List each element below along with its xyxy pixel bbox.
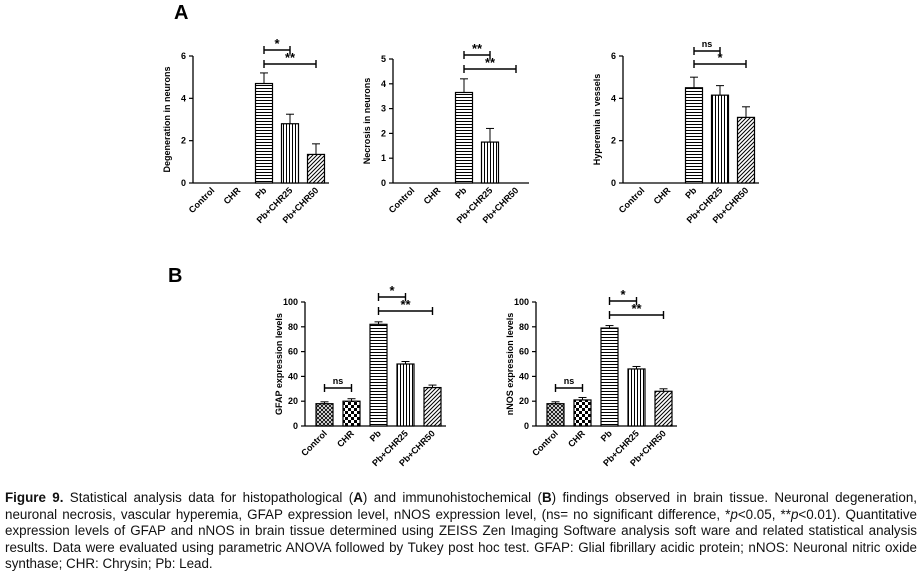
significance-label: ns xyxy=(333,376,344,386)
bar xyxy=(306,153,326,184)
bar xyxy=(710,94,730,184)
y-tick-label: 0 xyxy=(293,421,298,431)
significance-label: ns xyxy=(564,376,575,386)
x-tick-label: Control xyxy=(617,185,647,215)
y-tick-label: 0 xyxy=(381,178,386,188)
x-tick-label: Control xyxy=(387,185,417,215)
x-tick-label: CHR xyxy=(335,428,356,449)
caption-p-2: p xyxy=(790,506,799,522)
bar xyxy=(573,399,592,427)
y-tick-label: 80 xyxy=(288,322,298,332)
y-tick-label: 1 xyxy=(381,153,386,163)
y-tick-label: 3 xyxy=(381,104,386,114)
y-tick-label: 40 xyxy=(288,371,298,381)
caption-p-1: p xyxy=(730,506,738,522)
significance-label: ns xyxy=(702,39,713,49)
y-tick-label: 100 xyxy=(283,297,298,307)
caption-panel-b: B xyxy=(541,490,552,505)
x-tick-label: Pb xyxy=(683,185,699,201)
y-tick-label: 2 xyxy=(181,136,186,146)
y-tick-label: 2 xyxy=(381,128,386,138)
caption-text-2: ) and immunohistochemical ( xyxy=(362,490,542,505)
bar xyxy=(396,363,415,427)
y-tick-label: 0 xyxy=(611,178,616,188)
x-tick-label: Pb xyxy=(368,428,384,444)
x-tick-label: Pb xyxy=(599,428,615,444)
caption-text-5: <0.01). Quantitative expression levels o… xyxy=(5,506,917,572)
y-tick-label: 5 xyxy=(381,54,386,64)
significance-label: ** xyxy=(485,55,496,70)
y-axis-label: nNOS expression levels xyxy=(505,313,515,416)
x-tick-label: Control xyxy=(299,428,329,458)
chart-5: 0 20 40 60 80 100 nNOS expression levels Contro… xyxy=(505,287,677,468)
y-tick-label: 4 xyxy=(181,93,186,103)
x-tick-label: CHR xyxy=(222,185,243,206)
y-tick-label: 0 xyxy=(524,421,529,431)
bar xyxy=(600,327,619,427)
y-axis-label: Hyperemia in vessels xyxy=(592,74,602,166)
y-axis-label: GFAP expression levels xyxy=(274,313,284,415)
bar xyxy=(254,82,274,184)
y-tick-label: 60 xyxy=(288,347,298,357)
caption-text-3: ) findings observed in brain tissue. Neu… xyxy=(5,490,917,522)
figure-caption: Figure 9. Statistical analysis data for … xyxy=(5,490,917,573)
bar xyxy=(627,368,646,427)
y-tick-label: 20 xyxy=(288,396,298,406)
significance-label: * xyxy=(620,287,626,302)
bar xyxy=(315,403,334,427)
significance-label: ** xyxy=(285,50,296,65)
bar xyxy=(342,400,361,427)
y-tick-label: 4 xyxy=(611,93,616,103)
y-axis-label: Necrosis in neurons xyxy=(362,78,372,165)
y-tick-label: 40 xyxy=(519,371,529,381)
y-tick-label: 6 xyxy=(611,51,616,61)
x-tick-label: Pb xyxy=(453,185,469,201)
y-tick-label: 6 xyxy=(181,51,186,61)
bar xyxy=(684,87,704,184)
bar xyxy=(654,390,673,427)
bar xyxy=(454,91,474,184)
x-tick-label: Pb xyxy=(253,185,269,201)
caption-panel-a: A xyxy=(353,490,363,505)
bar xyxy=(280,123,300,184)
y-tick-label: 4 xyxy=(381,79,386,89)
chart-4: 0 20 40 60 80 100 GFAP expression levels Contro… xyxy=(274,283,446,468)
significance-label: ** xyxy=(400,297,411,312)
bar xyxy=(369,323,388,427)
panel-a-label: A xyxy=(174,2,189,24)
x-tick-label: Control xyxy=(530,428,560,458)
caption-figure-label: Figure 9. xyxy=(5,490,64,505)
bar xyxy=(480,141,500,184)
caption-text-4: <0.05, ** xyxy=(737,506,791,522)
x-tick-label: Control xyxy=(187,185,217,215)
x-tick-label: CHR xyxy=(566,428,587,449)
y-tick-label: 100 xyxy=(514,297,529,307)
y-tick-label: 80 xyxy=(519,322,529,332)
bar xyxy=(423,386,442,427)
significance-label: ** xyxy=(472,41,483,56)
y-tick-label: 0 xyxy=(181,178,186,188)
y-tick-label: 60 xyxy=(519,347,529,357)
x-tick-label: CHR xyxy=(652,185,673,206)
significance-label: ** xyxy=(631,301,642,316)
caption-text-1: Statistical analysis data for histopatho… xyxy=(63,490,354,505)
significance-label: * xyxy=(274,36,280,51)
x-tick-label: CHR xyxy=(422,185,443,206)
y-axis-label: Degeneration in neurons xyxy=(162,66,172,172)
bar xyxy=(546,403,565,427)
y-tick-label: 20 xyxy=(519,396,529,406)
bar xyxy=(736,116,756,184)
significance-label: * xyxy=(389,283,395,298)
panel-b-label: B xyxy=(168,265,183,287)
significance-label: * xyxy=(717,50,723,65)
y-tick-label: 2 xyxy=(611,136,616,146)
